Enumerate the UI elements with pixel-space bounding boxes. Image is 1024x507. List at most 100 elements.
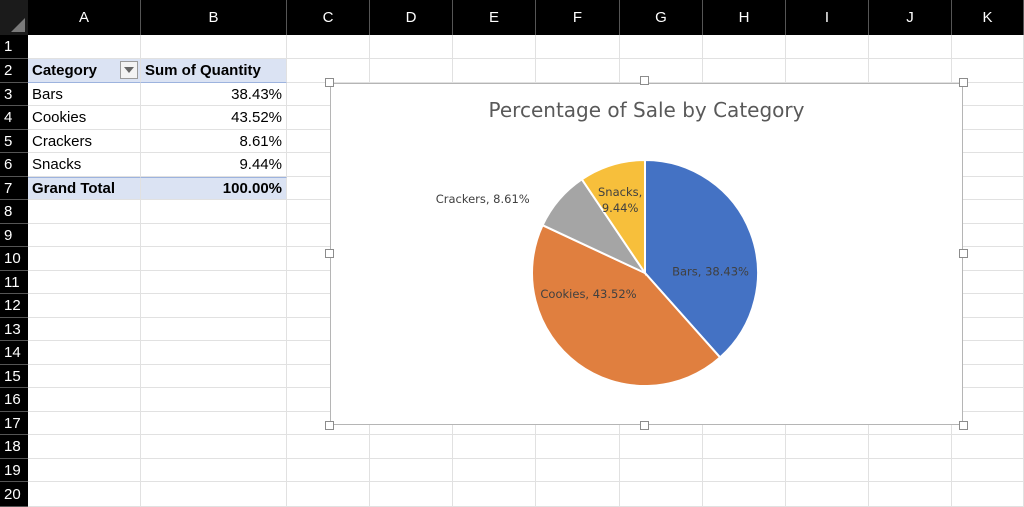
grid-cell[interactable] [141,412,287,435]
row-header-12[interactable]: 12 [0,294,28,318]
grid-cell[interactable] [453,482,536,507]
grid-cell[interactable] [141,459,287,482]
grid-cell[interactable] [786,482,869,507]
grid-cell[interactable] [141,271,287,294]
row-header-14[interactable]: 14 [0,341,28,365]
grid-cell[interactable] [28,224,141,247]
grid-cell[interactable] [869,35,952,59]
pivot-row-value[interactable]: 9.44% [141,153,287,177]
grid-cell[interactable] [620,59,703,83]
data-label-crackers[interactable]: Crackers, 8.61% [436,192,530,206]
pivot-row-value[interactable]: 38.43% [141,83,287,106]
grid-cell[interactable] [453,459,536,482]
pie-slice-cookies[interactable] [531,223,722,387]
column-header-a[interactable]: A [28,0,141,35]
grid-cell[interactable] [141,365,287,388]
grid-cell[interactable] [370,482,453,507]
data-label-bars[interactable]: Bars, 38.43% [672,264,749,278]
grid-cell[interactable] [952,459,1024,482]
grid-cell[interactable] [536,482,620,507]
grid-cell[interactable] [287,482,370,507]
grid-cell[interactable] [141,388,287,412]
row-header-3[interactable]: 3 [0,83,28,106]
column-header-k[interactable]: K [952,0,1024,35]
column-header-g[interactable]: G [620,0,703,35]
grid-cell[interactable] [370,459,453,482]
grid-cell[interactable] [453,35,536,59]
select-all-corner[interactable] [0,0,29,35]
grid-cell[interactable] [141,435,287,459]
grid-cell[interactable] [952,435,1024,459]
resize-handle-left[interactable] [325,249,334,258]
grid-cell[interactable] [786,59,869,83]
grid-cell[interactable] [141,318,287,341]
grid-cell[interactable] [370,435,453,459]
column-header-j[interactable]: J [869,0,952,35]
row-header-1[interactable]: 1 [0,35,28,59]
column-header-f[interactable]: F [536,0,620,35]
grid-cell[interactable] [453,59,536,83]
grid-cell[interactable] [141,341,287,365]
column-header-h[interactable]: H [703,0,786,35]
grid-cell[interactable] [28,247,141,271]
grid-cell[interactable] [28,388,141,412]
column-header-b[interactable]: B [141,0,287,35]
grid-cell[interactable] [370,59,453,83]
column-header-c[interactable]: C [287,0,370,35]
grid-cell[interactable] [536,35,620,59]
column-header-e[interactable]: E [453,0,536,35]
grid-cell[interactable] [28,294,141,318]
grid-cell[interactable] [703,459,786,482]
pivot-grand-total-value[interactable]: 100.00% [141,177,287,200]
grid-cell[interactable] [287,459,370,482]
grid-cell[interactable] [786,35,869,59]
row-header-18[interactable]: 18 [0,435,28,459]
pie-slice-bars[interactable] [644,158,759,359]
grid-cell[interactable] [620,459,703,482]
pivot-header-sum[interactable]: Sum of Quantity [141,59,287,83]
pivot-row-category[interactable]: Crackers [28,130,141,153]
pivot-row-category[interactable]: Snacks [28,153,141,177]
resize-handle-bottom-left[interactable] [325,421,334,430]
grid-cell[interactable] [141,482,287,507]
grid-cell[interactable] [141,35,287,59]
grid-cell[interactable] [28,459,141,482]
row-header-5[interactable]: 5 [0,130,28,153]
grid-cell[interactable] [703,59,786,83]
grid-cell[interactable] [703,435,786,459]
filter-dropdown-icon[interactable] [120,61,138,79]
grid-cell[interactable] [370,35,453,59]
grid-cell[interactable] [141,200,287,224]
row-header-20[interactable]: 20 [0,482,28,507]
row-header-4[interactable]: 4 [0,106,28,130]
grid-cell[interactable] [620,35,703,59]
pivot-row-category[interactable]: Cookies [28,106,141,130]
grid-cell[interactable] [28,435,141,459]
grid-cell[interactable] [536,59,620,83]
grid-cell[interactable] [28,35,141,59]
pivot-row-category[interactable]: Bars [28,83,141,106]
grid-cell[interactable] [536,459,620,482]
resize-handle-bottom-right[interactable] [959,421,968,430]
row-header-6[interactable]: 6 [0,153,28,177]
row-header-9[interactable]: 9 [0,224,28,247]
data-label-snacks[interactable]: Snacks, 9.44% [598,185,642,215]
resize-handle-right[interactable] [959,249,968,258]
grid-cell[interactable] [703,482,786,507]
resize-handle-top-left[interactable] [325,78,334,87]
data-label-cookies[interactable]: Cookies, 43.52% [540,287,636,301]
grid-cell[interactable] [28,318,141,341]
grid-cell[interactable] [869,435,952,459]
grid-cell[interactable] [869,59,952,83]
chart-title[interactable]: Percentage of Sale by Category [488,98,805,122]
pivot-grand-total-label[interactable]: Grand Total [28,177,141,200]
pivot-header-category[interactable]: Category [28,59,141,83]
row-header-19[interactable]: 19 [0,459,28,482]
pie-slice-snacks[interactable] [580,158,646,277]
pie-plot-area[interactable]: Bars, 38.43% Cookies, 43.52% Crackers, 8.6… [331,84,964,426]
resize-handle-top[interactable] [640,76,649,85]
pivot-row-value[interactable]: 8.61% [141,130,287,153]
grid-cell[interactable] [28,200,141,224]
grid-cell[interactable] [141,247,287,271]
grid-cell[interactable] [28,341,141,365]
